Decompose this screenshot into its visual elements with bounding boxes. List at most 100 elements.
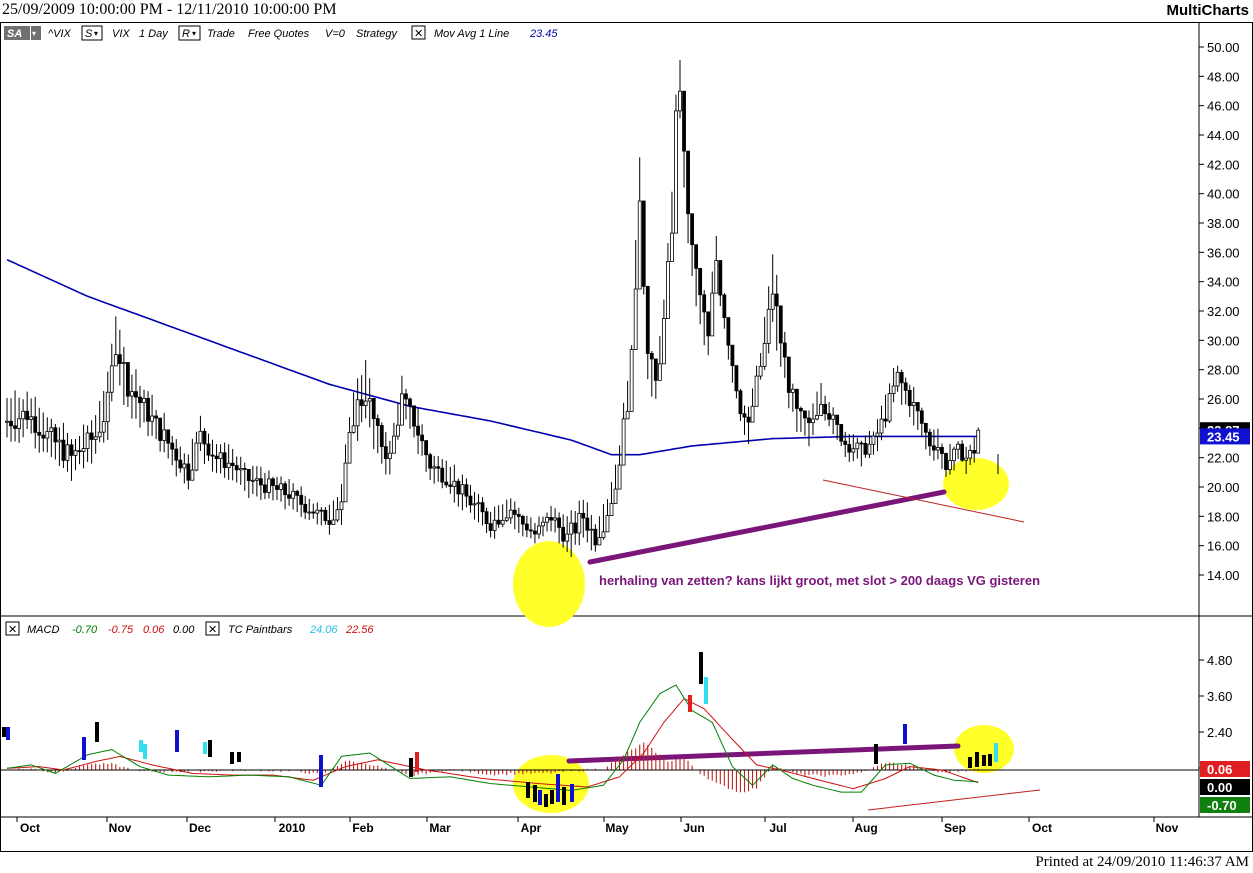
candle-body	[504, 517, 509, 521]
candle-body	[726, 317, 731, 346]
candle-body	[533, 530, 537, 535]
candle-body	[170, 442, 175, 450]
candle-body	[811, 418, 815, 424]
candle-body	[468, 495, 473, 506]
candle-body	[303, 503, 308, 513]
candle-body	[940, 447, 944, 454]
candle-body	[319, 509, 324, 512]
candle-body	[698, 267, 703, 296]
paint-bar	[533, 785, 537, 802]
paint-close-button[interactable]	[205, 621, 220, 636]
candle-body	[73, 450, 78, 456]
time-tick-label: May	[605, 821, 629, 835]
candle-body	[464, 484, 469, 497]
candle-body	[33, 416, 38, 433]
candle-body	[267, 478, 271, 493]
candle-body	[162, 429, 167, 441]
candle-body	[218, 452, 223, 460]
candle-body	[770, 293, 775, 310]
candle-body	[178, 459, 183, 469]
candle-body	[956, 443, 960, 450]
candle-body	[194, 442, 199, 471]
candle-body	[581, 512, 586, 519]
candle-body	[242, 468, 247, 470]
candle-body	[142, 397, 146, 404]
candle-body	[331, 519, 336, 525]
candle-body	[831, 414, 836, 420]
macd-close-button[interactable]	[5, 621, 20, 636]
candle-body	[819, 403, 823, 416]
candle-body	[500, 519, 505, 525]
strategy: Strategy	[356, 28, 398, 40]
macd-layer	[0, 652, 1199, 807]
candle-body	[41, 434, 46, 439]
price-tick-label: 22.00	[1207, 451, 1240, 466]
paint-bar	[570, 784, 574, 802]
candle-body	[480, 502, 485, 513]
time-tick-label: Nov	[109, 821, 132, 835]
macd-signal-value: -0.75	[108, 624, 134, 636]
price-tick-label: 46.00	[1207, 99, 1240, 114]
candle-body	[815, 415, 819, 420]
range-button[interactable]	[178, 25, 201, 41]
candle-body	[855, 442, 860, 450]
candle-body	[412, 405, 416, 427]
candle-body	[444, 481, 449, 486]
range-button-label: R	[182, 28, 190, 40]
candle-body	[851, 448, 856, 453]
candle-body	[347, 431, 352, 464]
candle-body	[61, 439, 66, 461]
annotation-text: herhaling van zetten? kans lijkt groot, …	[599, 573, 1040, 588]
candle-body	[778, 305, 783, 344]
candle-body	[21, 410, 26, 420]
macd-tick-label: 3.60	[1207, 689, 1232, 704]
chart-frame[interactable]: 14.0016.0018.0020.0022.0024.0026.0028.00…	[0, 22, 1253, 852]
chart-svg[interactable]: 14.0016.0018.0020.0022.0024.0026.0028.00…	[0, 22, 1253, 852]
moving-average-layer	[6, 258, 979, 456]
sa-badge[interactable]	[4, 26, 30, 40]
candle-body	[327, 520, 332, 525]
candle-body	[927, 431, 932, 447]
paint-bar	[704, 677, 708, 704]
candle-body	[359, 399, 364, 406]
candle-body	[117, 354, 122, 364]
paint-bar	[699, 652, 703, 684]
session: Trade	[207, 28, 235, 40]
candle-body	[57, 439, 62, 443]
candle-body	[138, 396, 142, 404]
series-button[interactable]	[81, 25, 103, 41]
price-tick-label: 48.00	[1207, 69, 1240, 84]
candle-body	[766, 308, 771, 344]
candle-body	[432, 466, 437, 469]
macd-header: ✕ MACD -0.70 -0.75 0.06 0.00 ✕ TC Paintb…	[5, 621, 374, 636]
candle-body	[158, 417, 163, 441]
price-tick-label: 34.00	[1207, 275, 1240, 290]
candle-body	[130, 391, 134, 397]
sa-dropdown[interactable]	[31, 26, 41, 40]
macd-value: -0.70	[72, 624, 98, 636]
candle-body	[210, 454, 215, 457]
candle-body	[871, 435, 876, 445]
close-icon: ✕	[208, 624, 217, 636]
price-tick-label: 36.00	[1207, 245, 1240, 260]
candle-body	[637, 200, 642, 290]
candle-body	[524, 523, 529, 531]
close-icon: ✕	[414, 28, 423, 40]
candle-body	[714, 260, 719, 294]
candle-body	[762, 342, 767, 367]
candle-body	[734, 365, 739, 392]
date-range: 25/09/2009 10:00:00 PM - 12/11/2010 10:0…	[2, 1, 337, 18]
indicator-close-button[interactable]	[411, 25, 426, 40]
candle-body	[569, 522, 574, 535]
candle-body	[907, 389, 912, 406]
macd-hist-tag-bg	[1200, 761, 1250, 777]
paint-bar	[230, 752, 234, 764]
candle-body	[702, 294, 707, 313]
candle-body	[436, 466, 441, 469]
price-tick-label: 18.00	[1207, 509, 1240, 524]
candle-body	[198, 430, 203, 444]
paint-bar	[903, 724, 907, 744]
time-tick-label: Nov	[1156, 821, 1179, 835]
candle-body	[883, 418, 888, 422]
candle-body	[972, 450, 977, 454]
